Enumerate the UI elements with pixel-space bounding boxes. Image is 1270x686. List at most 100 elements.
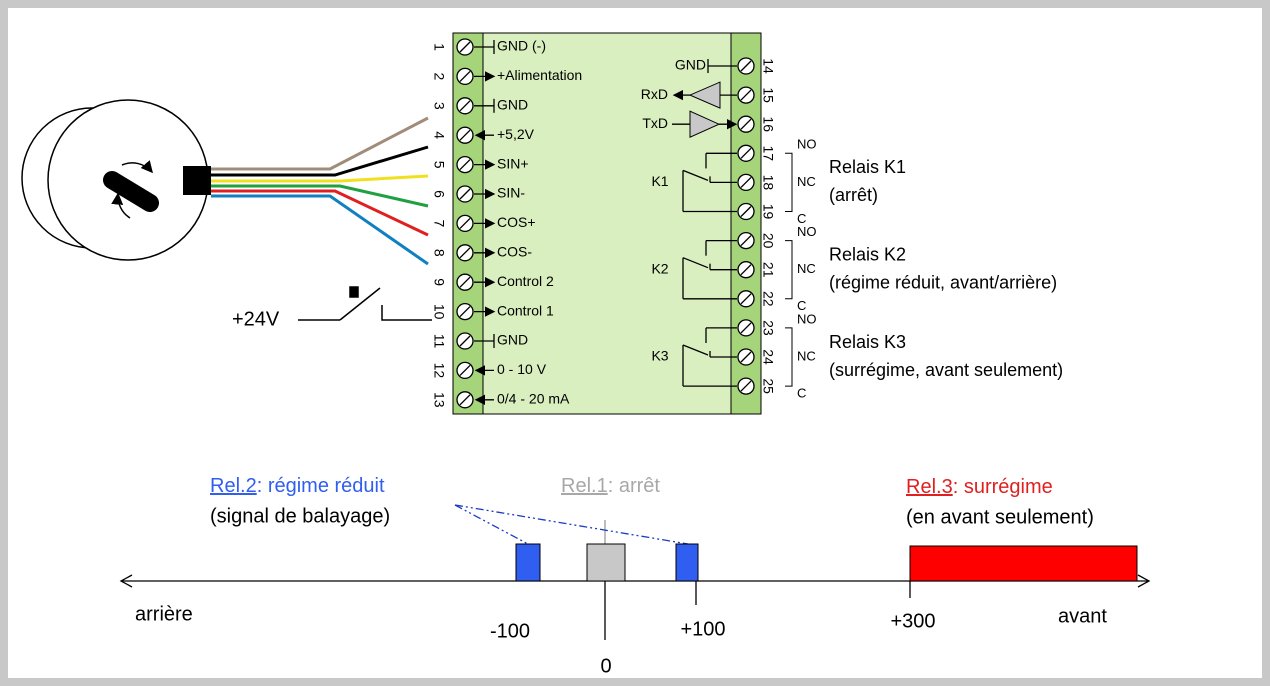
axis-mark: -100 xyxy=(490,620,530,642)
contact-bracket xyxy=(785,240,793,300)
screw-slot xyxy=(740,206,752,217)
zone-link[interactable]: Rel.1 xyxy=(561,475,608,497)
contact-label: NO xyxy=(797,137,817,152)
zone-title: Rel.1: arrêt xyxy=(561,475,660,497)
screw-slot xyxy=(459,247,471,259)
terminal-label: +5,2V xyxy=(497,126,535,142)
screw-slot xyxy=(740,118,752,130)
terminal-number: 1 xyxy=(431,43,447,51)
terminal-number: 6 xyxy=(431,190,447,198)
terminal-number: 7 xyxy=(431,220,447,228)
wires xyxy=(211,116,429,266)
switch xyxy=(298,286,432,321)
contact-label: NO xyxy=(797,311,817,326)
screw-slot xyxy=(459,394,471,406)
screw-slot xyxy=(740,351,752,363)
driver xyxy=(689,110,721,138)
axis-mark: +100 xyxy=(680,618,725,640)
terminal-number: 12 xyxy=(431,363,447,379)
zone-title: Rel.2: régime réduit xyxy=(210,475,385,497)
screw-slot xyxy=(740,89,752,101)
screw-slot xyxy=(459,188,471,200)
driver xyxy=(688,81,721,109)
signal-label: TxD xyxy=(642,115,668,131)
zone-link[interactable]: Rel.2 xyxy=(210,475,257,497)
signal-label: RxD xyxy=(641,86,668,102)
screw-slot xyxy=(459,70,471,82)
terminal-number: 10 xyxy=(431,304,447,320)
terminal-number: 24 xyxy=(760,349,776,365)
zone-title: Rel.3: surrégime xyxy=(906,476,1053,498)
zone-rel1 xyxy=(586,543,626,582)
screw-slot xyxy=(459,129,471,141)
terminal-number: 8 xyxy=(431,249,447,257)
terminal-label: 0 - 10 V xyxy=(497,361,547,377)
coil-label: K1 xyxy=(651,173,668,189)
terminal-number: 21 xyxy=(760,262,776,278)
contact-label: NO xyxy=(797,224,817,239)
screw-slot xyxy=(459,335,471,347)
screw-slot xyxy=(459,364,471,376)
terminal-label: Control 2 xyxy=(497,273,554,289)
zone-rel2-fwd xyxy=(675,543,699,582)
screw-slot xyxy=(459,306,471,318)
terminal-number: 17 xyxy=(760,146,776,162)
terminal-number: 11 xyxy=(431,334,447,349)
terminal-number: 4 xyxy=(431,131,447,139)
screw-slot xyxy=(740,322,752,334)
terminal-number: 9 xyxy=(431,278,447,286)
zone-text: : arrêt xyxy=(608,475,661,497)
encoder xyxy=(21,99,211,261)
terminal-label: GND (-) xyxy=(497,38,546,54)
screw-slot xyxy=(459,276,471,288)
screw-slot xyxy=(740,147,752,159)
supply-label: +24V xyxy=(232,308,280,330)
relay-description: (arrêt) xyxy=(829,185,878,205)
terminal-label: 0/4 - 20 mA xyxy=(497,391,570,407)
axis-mark: +300 xyxy=(890,610,935,632)
signal-label: GND xyxy=(675,57,706,73)
zone-text: : surrégime xyxy=(953,476,1053,498)
contact-label: C xyxy=(797,211,806,226)
terminal-number: 14 xyxy=(760,58,776,74)
relay-name: Relais K3 xyxy=(829,332,906,352)
screw-slot xyxy=(459,41,471,53)
contact-bracket xyxy=(785,327,793,387)
axis-mark: 0 xyxy=(600,655,611,677)
zone-note: (en avant seulement) xyxy=(906,506,1094,528)
screw-slot xyxy=(740,380,752,392)
zone-rel2-back xyxy=(515,543,541,582)
screw-slot xyxy=(740,176,752,188)
terminal-number: 23 xyxy=(760,320,776,336)
terminal-label: COS- xyxy=(497,244,532,260)
terminal-label: GND xyxy=(497,332,528,348)
terminal-number: 13 xyxy=(431,392,447,408)
screw-slot xyxy=(740,60,752,72)
contact-label: NC xyxy=(797,348,816,363)
terminal-number: 2 xyxy=(431,73,447,81)
coil-label: K3 xyxy=(651,348,668,364)
relay-name: Relais K2 xyxy=(829,244,906,264)
relay-description: (surrégime, avant seulement) xyxy=(829,360,1063,380)
terminal-label: SIN- xyxy=(497,185,525,201)
terminal-number: 5 xyxy=(431,161,447,169)
zone-note: (signal de balayage) xyxy=(210,505,390,527)
contact-label: C xyxy=(797,386,806,401)
terminal-number: 16 xyxy=(760,116,776,132)
contact-label: NC xyxy=(797,174,816,189)
terminal-number: 19 xyxy=(760,204,776,220)
terminal-label: SIN+ xyxy=(497,155,529,171)
contact-label: NC xyxy=(797,261,816,276)
terminal-number: 22 xyxy=(760,291,776,307)
relay-description: (régime réduit, avant/arrière) xyxy=(829,272,1057,292)
terminal-number: 25 xyxy=(760,378,776,394)
axis-label: arrière xyxy=(135,603,193,625)
wire xyxy=(682,344,709,356)
terminal-number: 15 xyxy=(760,87,776,103)
coil-label: K2 xyxy=(651,260,668,276)
contact-bracket xyxy=(785,152,793,212)
zone-link[interactable]: Rel.3 xyxy=(906,476,953,498)
wire xyxy=(682,257,709,269)
screw-slot xyxy=(740,264,752,276)
contact-label: C xyxy=(797,298,806,313)
